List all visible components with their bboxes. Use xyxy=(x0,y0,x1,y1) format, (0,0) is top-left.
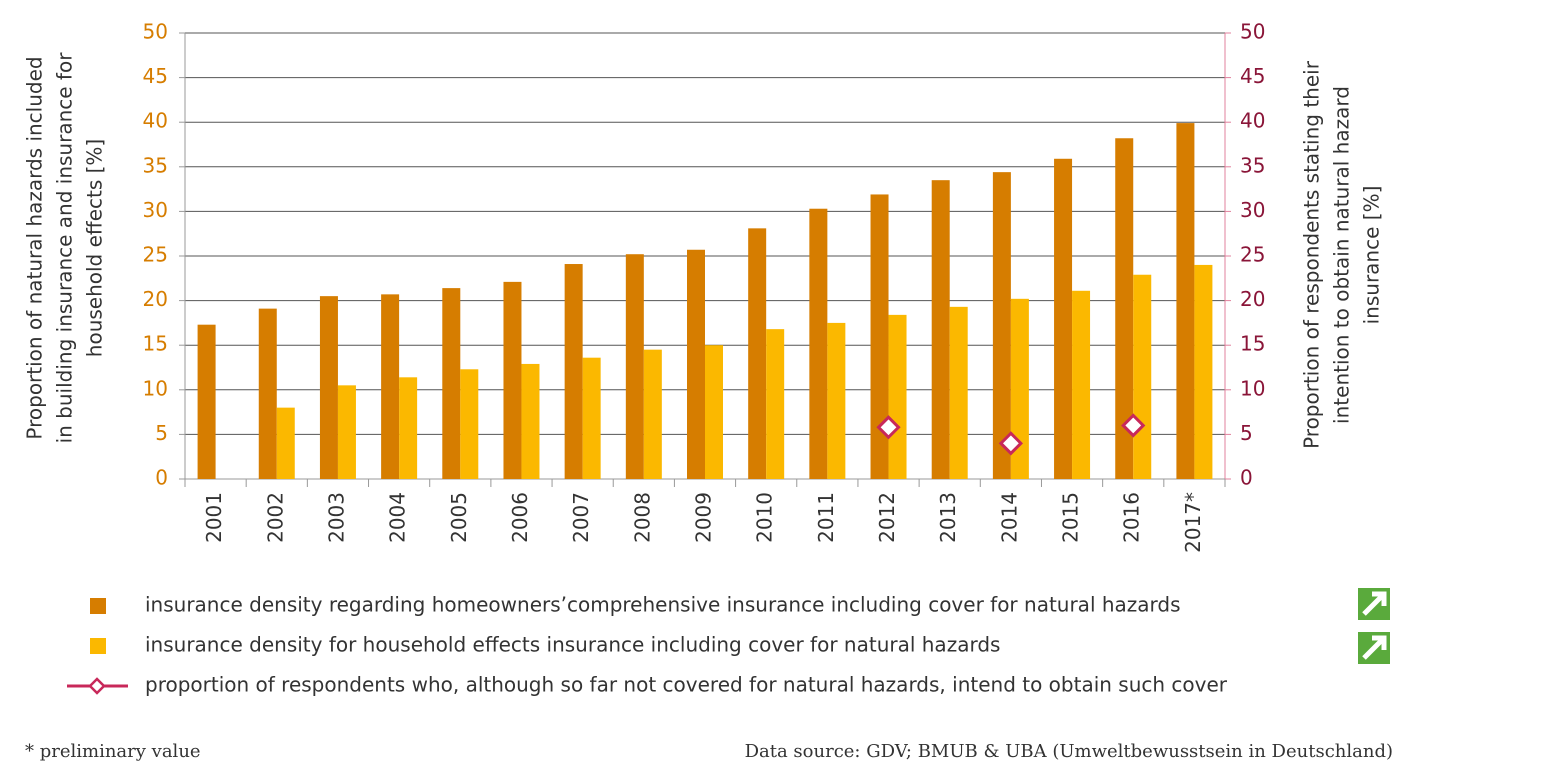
x-tick-label: 2015 xyxy=(1059,492,1083,543)
x-tick-label: 2009 xyxy=(692,492,716,543)
y2-tick-label: 30 xyxy=(1240,198,1265,222)
bar xyxy=(582,357,601,479)
y-tick-label: 10 xyxy=(143,376,168,400)
legend-label: insurance density regarding homeowners’c… xyxy=(145,593,1181,617)
bar xyxy=(931,180,950,479)
bar xyxy=(319,296,338,479)
x-tick-label: 2006 xyxy=(508,492,532,543)
bar xyxy=(1133,274,1152,479)
y-tick-label: 15 xyxy=(143,332,168,356)
footnote: * preliminary value xyxy=(25,741,201,762)
bar xyxy=(870,194,889,479)
bar xyxy=(809,208,828,479)
bar xyxy=(399,377,418,479)
y2-tick-label: 15 xyxy=(1240,332,1265,356)
y2-tick-label: 40 xyxy=(1240,109,1265,133)
x-tick-label: 2010 xyxy=(753,492,777,543)
y-tick-label: 20 xyxy=(143,287,168,311)
legend-swatch xyxy=(90,638,106,654)
y-axis-label: Proportion of natural hazards included xyxy=(23,56,47,439)
y2-tick-label: 0 xyxy=(1240,466,1253,490)
y-tick-label: 40 xyxy=(143,109,168,133)
bar xyxy=(1010,298,1029,479)
y2-tick-label: 5 xyxy=(1240,421,1253,445)
y2-axis-label: insurance [%] xyxy=(1360,186,1384,325)
x-tick-label: 2007 xyxy=(569,492,593,543)
bar xyxy=(827,322,846,479)
x-tick-label: 2008 xyxy=(630,492,654,543)
x-tick-label: 2005 xyxy=(447,492,471,543)
y-tick-label: 30 xyxy=(143,198,168,222)
bar xyxy=(197,324,216,479)
y-tick-label: 0 xyxy=(155,466,168,490)
trend-icon xyxy=(1358,632,1390,664)
bar xyxy=(625,254,644,479)
bar xyxy=(381,294,400,479)
bar xyxy=(460,369,479,479)
bar xyxy=(949,306,968,479)
bar xyxy=(766,329,785,479)
x-tick-label: 2001 xyxy=(202,492,226,543)
y2-tick-label: 20 xyxy=(1240,287,1265,311)
marker xyxy=(876,415,901,440)
y-tick-label: 35 xyxy=(143,153,168,177)
x-tick-label: 2011 xyxy=(814,492,838,543)
x-tick-label: 2014 xyxy=(997,492,1021,543)
bar xyxy=(337,385,356,479)
bar xyxy=(643,349,662,479)
bar xyxy=(748,228,767,479)
bar xyxy=(503,281,522,479)
bar xyxy=(687,249,705,479)
y-tick-label: 25 xyxy=(143,243,168,267)
y-axis-label: in building insurance and insurance for xyxy=(53,52,77,444)
y2-tick-label: 50 xyxy=(1240,20,1265,44)
bar xyxy=(992,172,1011,480)
y-axis-label: household effects [%] xyxy=(83,139,107,357)
x-tick-label: 2017* xyxy=(1181,492,1205,553)
x-tick-label: 2016 xyxy=(1120,492,1144,543)
legend-marker xyxy=(88,677,106,695)
bar xyxy=(1194,264,1213,479)
x-tick-label: 2004 xyxy=(386,492,410,543)
legend-label: insurance density for household effects … xyxy=(145,633,1000,657)
bar xyxy=(442,288,461,479)
bar xyxy=(1072,290,1091,479)
bar xyxy=(258,308,277,479)
y2-axis-label: intention to obtain natural hazard xyxy=(1330,86,1354,424)
x-tick-label: 2012 xyxy=(875,492,899,543)
x-tick-label: 2013 xyxy=(936,492,960,543)
legend-swatch xyxy=(90,598,106,614)
bar xyxy=(888,314,907,479)
marker xyxy=(1121,413,1146,438)
trend-icon xyxy=(1358,588,1390,620)
y2-tick-label: 10 xyxy=(1240,376,1265,400)
source: Data source: GDV; BMUB & UBA (Umweltbewu… xyxy=(745,741,1393,762)
marker xyxy=(998,431,1024,456)
bar xyxy=(1176,123,1195,479)
y2-tick-label: 45 xyxy=(1240,64,1265,88)
bar xyxy=(564,264,583,479)
y2-axis-label: Proportion of respondents stating their xyxy=(1300,60,1324,449)
bar xyxy=(1054,158,1073,479)
bar xyxy=(1115,138,1134,480)
y2-tick-label: 35 xyxy=(1240,153,1265,177)
y-tick-label: 45 xyxy=(143,64,168,88)
x-tick-label: 2003 xyxy=(324,492,348,543)
legend-label: proportion of respondents who, although … xyxy=(145,673,1228,697)
y-tick-label: 5 xyxy=(155,421,168,445)
x-tick-label: 2002 xyxy=(263,492,287,543)
bar xyxy=(705,345,723,479)
y-tick-label: 50 xyxy=(143,20,168,44)
bar xyxy=(276,407,295,479)
y2-tick-label: 25 xyxy=(1240,243,1265,267)
bar xyxy=(521,363,540,479)
